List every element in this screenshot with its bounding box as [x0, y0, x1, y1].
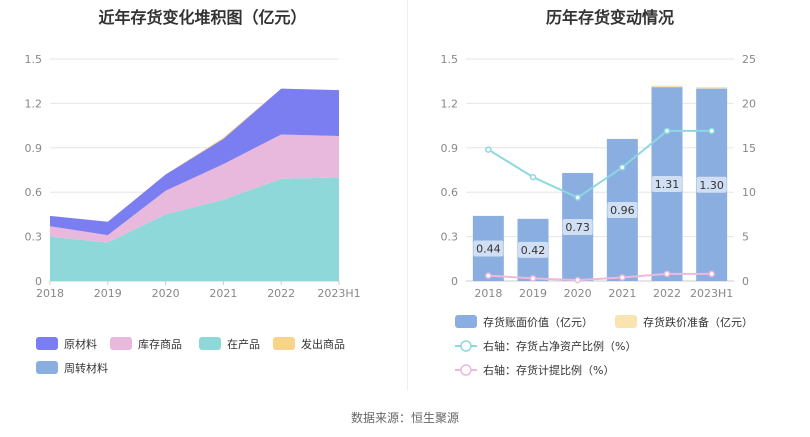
bar-label-bg — [518, 241, 548, 258]
left-y-tick-label: 0 — [35, 275, 42, 288]
left-y-tick-label: 0.9 — [25, 142, 43, 155]
bar-value-label: 0.96 — [610, 204, 635, 217]
ratio-point — [708, 127, 715, 135]
left-legend-label: 原材料 — [64, 337, 97, 351]
provision-bar — [696, 87, 728, 89]
left-legend-swatch — [36, 361, 58, 374]
ratio-point — [663, 127, 671, 135]
left-legend-swatch — [110, 337, 132, 350]
left-legend-label: 周转材料 — [64, 361, 108, 375]
right-x-tick-label: 2019 — [519, 287, 547, 300]
ratio-point — [529, 173, 537, 181]
right-x-tick-label: 2020 — [564, 287, 592, 300]
right-y2-tick-label: 10 — [742, 186, 756, 199]
left-x-tick-label: 2019 — [94, 287, 122, 300]
left-legend-label: 库存商品 — [138, 337, 182, 351]
bar-value-label: 0.73 — [565, 221, 590, 234]
left-legend-label: 发出商品 — [301, 337, 345, 351]
left-x-tick-label: 2018 — [36, 287, 64, 300]
left-y-tick-label: 1.2 — [25, 97, 43, 110]
provision-ratio-point — [663, 270, 671, 278]
ratio-point — [574, 194, 581, 201]
right-legend-label: 存货账面价值（亿元） — [483, 315, 593, 329]
panel-divider — [407, 0, 408, 390]
area-series-在产品 — [50, 177, 339, 281]
right-legend-label: 存货跌价准备（亿元） — [643, 315, 753, 329]
left-x-tick-label: 2022 — [267, 287, 295, 300]
left-x-tick-label: 2020 — [152, 287, 180, 300]
bar-value-label: 1.31 — [655, 178, 680, 191]
provision-ratio-point — [619, 274, 626, 281]
bar-label-bg — [562, 218, 593, 235]
provision-ratio-line — [488, 272, 712, 282]
right-legend-marker — [460, 364, 472, 376]
bar-value-label: 1.30 — [699, 179, 724, 192]
right-chart-title: 历年存货变动情况 — [545, 8, 674, 27]
area-series-库存商品 — [50, 134, 339, 243]
right-y-tick-label: 1.5 — [441, 53, 459, 66]
left-y-tick-label: 0.6 — [25, 186, 43, 199]
right-x-tick-label: 2023H1 — [690, 287, 733, 300]
ratio-point — [619, 164, 626, 171]
bar-value-label: 0.42 — [521, 244, 546, 257]
left-y-tick-label: 1.5 — [25, 53, 43, 66]
right-y-tick-label: 0.3 — [441, 231, 459, 244]
right-x-tick-label: 2021 — [608, 287, 636, 300]
right-y2-tick-label: 5 — [742, 231, 749, 244]
right-y-tick-label: 0.9 — [441, 142, 459, 155]
bar-label-bg — [607, 201, 638, 218]
bar-label-bg — [473, 240, 504, 257]
left-legend-swatch — [36, 337, 58, 350]
provision-ratio-point — [485, 272, 492, 279]
right-legend-swatch — [455, 315, 477, 328]
area-series-原材料 — [50, 88, 339, 236]
bar-label-bg — [652, 176, 682, 193]
data-source-footer: 数据来源：恒生聚源 — [350, 411, 459, 425]
right-y-tick-label: 0 — [451, 275, 458, 288]
right-x-tick-label: 2018 — [474, 287, 502, 300]
left-x-tick-label: 2023H1 — [317, 287, 360, 300]
right-legend-label: 右轴：存货计提比例（%） — [483, 363, 614, 377]
right-y2-tick-label: 15 — [742, 142, 756, 155]
ratio-point — [485, 146, 492, 153]
right-legend-swatch — [615, 315, 637, 328]
right-legend-label: 右轴：存货占净资产比例（%） — [483, 339, 636, 353]
left-legend-label: 在产品 — [227, 337, 260, 351]
provision-bar — [651, 85, 683, 88]
right-y-tick-label: 0.6 — [441, 186, 459, 199]
right-legend-marker — [460, 340, 472, 352]
right-y-tick-label: 1.2 — [441, 97, 459, 110]
right-y2-tick-label: 0 — [742, 275, 749, 288]
left-legend-swatch — [273, 337, 295, 350]
left-chart-title: 近年存货变化堆积图（亿元） — [98, 8, 307, 27]
left-y-tick-label: 0.3 — [25, 231, 43, 244]
provision-ratio-point — [708, 270, 715, 278]
bar-value-label: 0.44 — [476, 242, 501, 255]
right-y2-tick-label: 25 — [742, 53, 756, 66]
ratio-line — [487, 129, 712, 199]
left-legend-swatch — [199, 337, 221, 350]
bar-label-bg — [696, 176, 727, 193]
left-x-tick-label: 2021 — [209, 287, 237, 300]
right-y2-tick-label: 20 — [742, 97, 756, 110]
provision-ratio-point — [574, 276, 581, 284]
provision-ratio-point — [529, 275, 537, 282]
right-x-tick-label: 2022 — [653, 287, 681, 300]
